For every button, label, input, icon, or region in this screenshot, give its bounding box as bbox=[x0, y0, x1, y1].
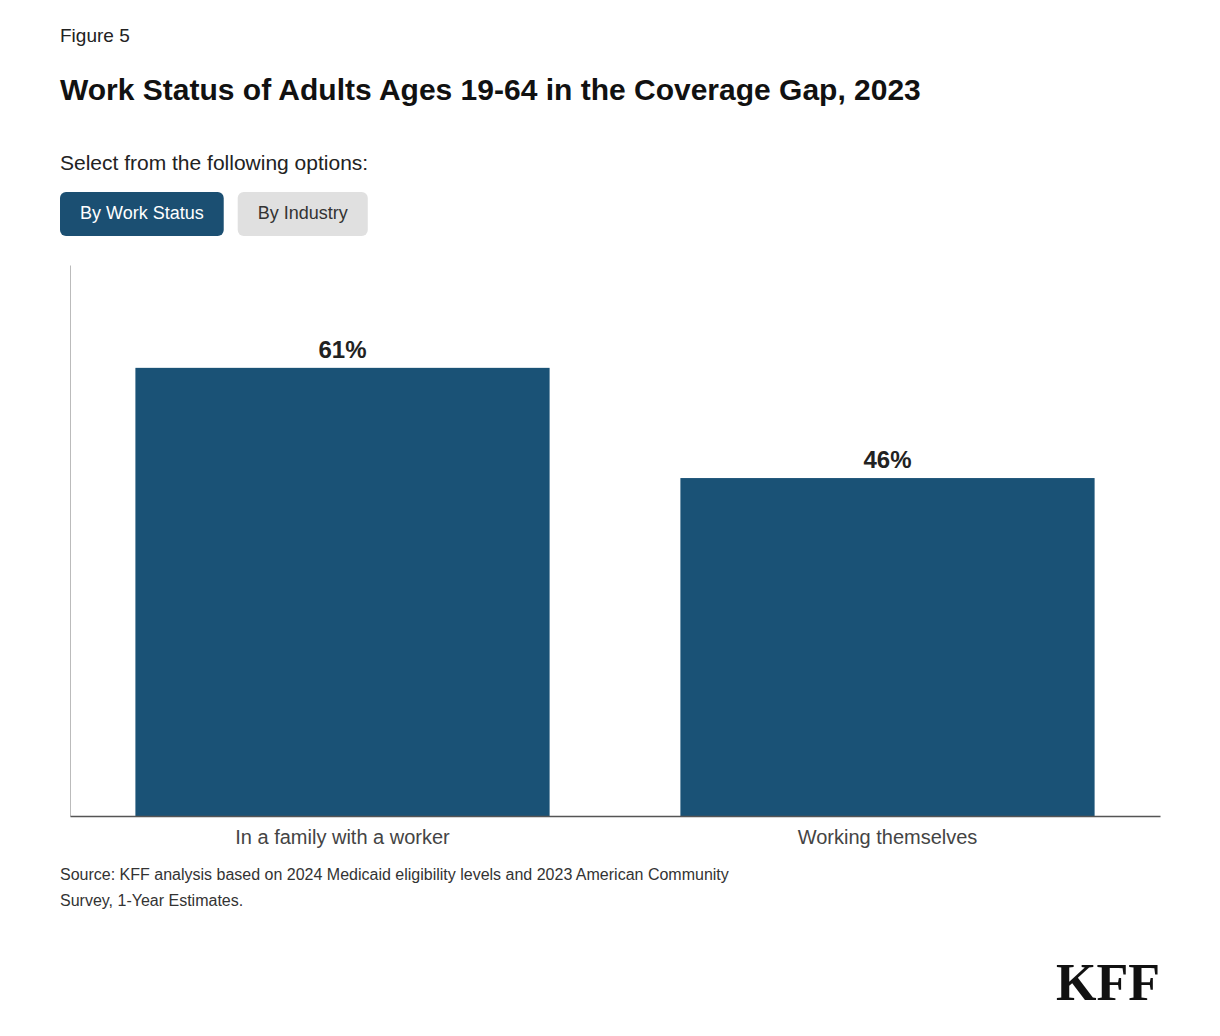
subtitle: Select from the following options: bbox=[60, 151, 368, 174]
bars bbox=[135, 368, 1094, 816]
data-label: 61% bbox=[318, 336, 366, 363]
plot-area: 61% 46% In a family with a worker Working t… bbox=[71, 266, 1161, 849]
x-axis: In a family with a worker Working themsel… bbox=[71, 817, 1161, 849]
chart-svg: Figure 5 Work Status of Adults Ages 19-64… bbox=[0, 0, 1220, 1036]
x-tick: Working themselves bbox=[798, 826, 978, 848]
bar bbox=[135, 368, 549, 816]
button-label: By Industry bbox=[258, 203, 348, 223]
option-button: By Work Status bbox=[60, 192, 224, 236]
logo: KFF bbox=[1056, 954, 1160, 1011]
x-axis-line bbox=[71, 816, 1161, 818]
bar bbox=[680, 478, 1094, 816]
data-labels: 61% 46% bbox=[318, 336, 911, 473]
data-label: 46% bbox=[863, 446, 911, 473]
source-note: Source: KFF analysis based on 2024 Medic… bbox=[60, 866, 729, 909]
y-axis bbox=[70, 266, 71, 817]
button-background bbox=[238, 192, 368, 236]
x-tick-label: Working themselves bbox=[798, 826, 978, 848]
title: Work Status of Adults Ages 19-64 in the … bbox=[60, 73, 921, 106]
x-tick-label: In a family with a worker bbox=[235, 826, 450, 848]
y-axis-line bbox=[70, 266, 71, 817]
figure-label: Figure 5 bbox=[60, 25, 130, 46]
option-button: By Industry bbox=[238, 192, 368, 236]
button-label: By Work Status bbox=[80, 203, 204, 223]
button-background bbox=[60, 192, 224, 236]
x-tick: In a family with a worker bbox=[235, 826, 450, 848]
